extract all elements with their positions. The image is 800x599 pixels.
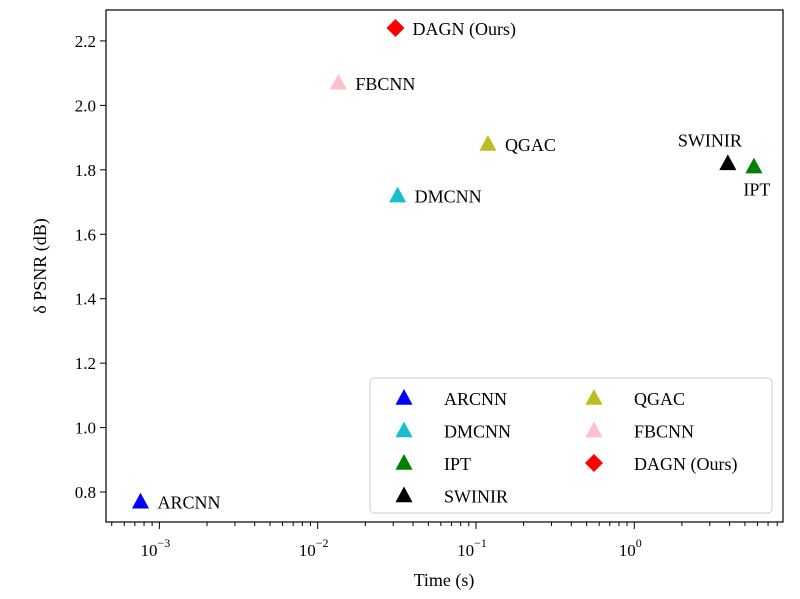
- legend-entry: ARCNN: [395, 389, 507, 409]
- data-point: DMCNN: [389, 186, 482, 207]
- legend-entry: SWINIR: [395, 486, 508, 507]
- x-axis-label: Time (s): [414, 570, 475, 591]
- triangle-marker: [585, 389, 603, 405]
- y-axis-label: δ PSNR (dB): [30, 218, 51, 314]
- point-label: QGAC: [505, 135, 556, 155]
- y-tick-label: 1.0: [75, 419, 96, 438]
- triangle-marker: [745, 157, 763, 174]
- triangle-marker: [479, 135, 497, 151]
- x-tick-label: 10−1: [457, 536, 487, 560]
- legend-label: SWINIR: [444, 487, 508, 507]
- legend-label: FBCNN: [634, 422, 694, 442]
- triangle-marker: [131, 492, 150, 509]
- point-label: ARCNN: [158, 493, 221, 513]
- diamond-marker: [386, 19, 405, 38]
- legend-label: DMCNN: [444, 422, 511, 442]
- legend-entry: QGAC: [585, 389, 685, 409]
- y-tick-label: 1.8: [75, 161, 96, 180]
- diamond-marker: [585, 454, 603, 472]
- triangle-marker: [719, 154, 737, 171]
- legend-label: ARCNN: [444, 389, 507, 409]
- legend-entry: IPT: [395, 454, 471, 474]
- point-label: FBCNN: [355, 74, 415, 94]
- triangle-marker: [395, 486, 413, 503]
- plot-frame: [105, 9, 784, 523]
- data-point: QGAC: [479, 135, 556, 155]
- point-label: DAGN (Ours): [412, 19, 515, 40]
- triangle-marker: [395, 421, 413, 438]
- triangle-marker: [389, 186, 407, 203]
- triangle-marker: [395, 389, 413, 405]
- x-tick-label: 10−3: [140, 536, 170, 560]
- legend-label: QGAC: [634, 389, 685, 409]
- y-tick-label: 1.4: [75, 290, 97, 309]
- y-tick-label: 2.2: [75, 32, 96, 51]
- data-point: IPT: [743, 157, 770, 200]
- y-tick-label: 1.6: [75, 225, 96, 244]
- point-label: DMCNN: [415, 187, 482, 207]
- data-point: FBCNN: [329, 73, 415, 94]
- legend-box: [369, 377, 773, 514]
- legend-entry: DAGN (Ours): [585, 454, 737, 475]
- y-tick-label: 2.0: [75, 96, 96, 115]
- y-tick-label: 0.8: [75, 483, 96, 502]
- x-tick-label: 10−2: [299, 536, 329, 560]
- point-label: SWINIR: [678, 130, 742, 150]
- triangle-marker: [585, 421, 603, 438]
- legend-entry: FBCNN: [585, 421, 694, 442]
- triangle-marker: [395, 454, 413, 470]
- legend-label: IPT: [444, 454, 471, 474]
- point-label: IPT: [743, 180, 770, 200]
- data-point: DAGN (Ours): [386, 19, 516, 40]
- y-tick-label: 1.2: [75, 354, 96, 373]
- x-tick-label: 100: [619, 536, 642, 560]
- triangle-marker: [329, 73, 347, 90]
- legend-label: DAGN (Ours): [634, 454, 737, 475]
- data-point: ARCNN: [131, 492, 221, 513]
- data-point: SWINIR: [678, 130, 742, 171]
- legend-entry: DMCNN: [395, 421, 511, 442]
